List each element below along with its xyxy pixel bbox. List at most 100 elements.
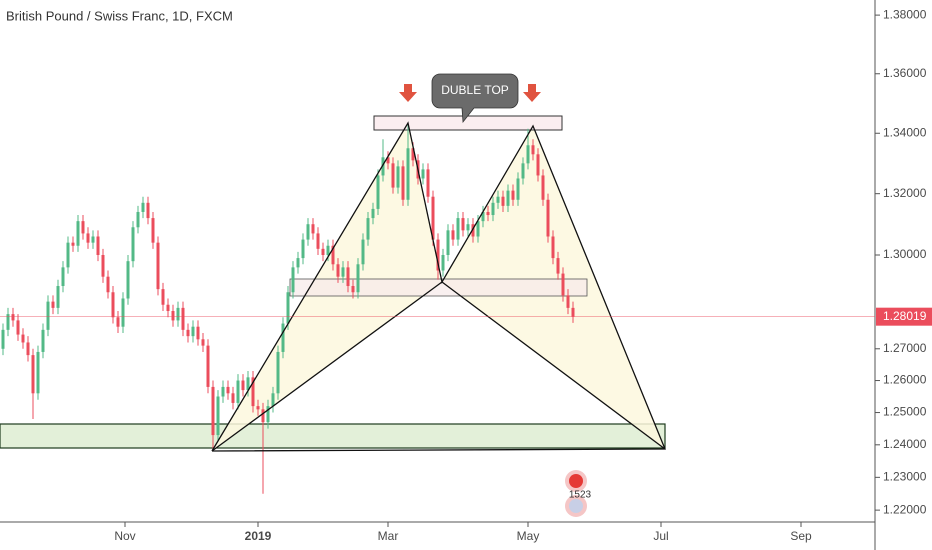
resistance-zone xyxy=(289,278,588,297)
event-icon xyxy=(569,474,583,488)
y-tick-label: 1.34000 xyxy=(883,125,927,139)
candle-body xyxy=(316,233,320,249)
x-tick-label: Nov xyxy=(114,529,135,543)
candle-body xyxy=(451,230,455,240)
event-badges: 1523 xyxy=(565,470,592,517)
y-tick-label: 1.23000 xyxy=(883,470,927,484)
candle-body xyxy=(26,342,30,356)
candle-body xyxy=(191,326,195,337)
callout-text: DUBLE TOP xyxy=(441,83,509,97)
candle-body xyxy=(11,314,15,321)
candle-body xyxy=(486,211,490,216)
candle-body xyxy=(196,326,200,340)
candle-body xyxy=(466,224,470,231)
candle-body xyxy=(411,148,415,161)
candle-body xyxy=(356,264,360,293)
candle-body xyxy=(271,393,275,407)
candle-body xyxy=(551,236,555,259)
support-zone xyxy=(0,423,666,449)
candle-body xyxy=(481,211,485,222)
candle-body xyxy=(301,239,305,259)
candle-body xyxy=(351,286,355,293)
callout-box xyxy=(431,73,519,124)
event-icon xyxy=(569,499,583,513)
candle-body xyxy=(371,208,375,219)
candle-body xyxy=(401,166,405,200)
y-tick-label: 1.36000 xyxy=(883,66,927,80)
candle-body xyxy=(311,224,315,234)
chart-title: British Pound / Swiss Franc, 1D, FXCM xyxy=(6,8,233,23)
candle-body xyxy=(51,301,55,308)
candle-body xyxy=(221,386,225,397)
candle-body xyxy=(256,406,260,410)
candle-body xyxy=(336,264,340,277)
candle-body xyxy=(546,199,550,237)
candle-body xyxy=(471,224,475,237)
candle-body xyxy=(556,258,560,274)
candle-body xyxy=(111,292,115,318)
candle-body xyxy=(181,307,185,330)
candle-body xyxy=(186,329,190,337)
candle-body xyxy=(76,221,80,246)
candle-body xyxy=(36,351,40,394)
x-tick-label: 2019 xyxy=(245,529,272,543)
candle-body xyxy=(326,245,330,255)
candle-body xyxy=(406,148,410,200)
candle-body xyxy=(6,314,10,330)
candle-body xyxy=(171,311,175,321)
y-tick-label: 1.22000 xyxy=(883,502,927,516)
down-arrow xyxy=(399,84,417,102)
candle-body xyxy=(396,166,400,188)
candle-body xyxy=(426,169,430,197)
candle-body xyxy=(151,218,155,243)
candle-body xyxy=(156,242,160,290)
candle-body xyxy=(561,273,565,296)
candle-body xyxy=(66,242,70,268)
candle-body xyxy=(346,267,350,287)
candle-body xyxy=(216,396,220,436)
pattern-line xyxy=(211,281,443,452)
candle-body xyxy=(566,295,570,308)
candle-body xyxy=(306,224,310,240)
down-arrow xyxy=(523,84,541,102)
candle-body xyxy=(146,202,150,219)
candle-body xyxy=(456,218,460,240)
candle-body xyxy=(496,196,500,203)
candle-body xyxy=(131,227,135,262)
candle-body xyxy=(441,254,445,271)
candle-body xyxy=(226,386,230,394)
candle-body xyxy=(286,292,290,324)
x-tick-label: Jul xyxy=(653,529,668,543)
candle-body xyxy=(176,307,180,321)
event-badge: 1523 xyxy=(569,490,592,501)
candle-body xyxy=(281,323,285,352)
candle-body xyxy=(526,145,530,164)
pattern-line xyxy=(441,281,666,450)
candle-body xyxy=(86,233,90,243)
candle-body xyxy=(201,339,205,346)
candle-body xyxy=(386,157,390,164)
candle-body xyxy=(101,254,105,277)
candle-body xyxy=(506,190,510,206)
x-tick-label: Mar xyxy=(378,529,399,543)
candle-body xyxy=(136,211,140,228)
candle-body xyxy=(501,196,505,206)
x-tick-label: Sep xyxy=(790,529,812,543)
candle-body xyxy=(476,221,480,237)
candle-body xyxy=(231,393,235,403)
candle-body xyxy=(461,218,465,231)
candle-body xyxy=(261,409,265,423)
candle-body xyxy=(436,239,440,271)
candle-body xyxy=(116,317,120,327)
candle-body xyxy=(161,289,165,305)
candle-body xyxy=(431,196,435,240)
candle-body xyxy=(381,157,385,176)
candle-body xyxy=(91,236,95,243)
candle-body xyxy=(236,380,240,403)
y-tick-label: 1.38000 xyxy=(883,7,927,21)
candle-body xyxy=(31,355,35,394)
pattern-outline xyxy=(211,121,666,452)
candle-body xyxy=(1,329,5,349)
candle-body xyxy=(121,298,125,327)
last-price-box xyxy=(876,307,932,326)
